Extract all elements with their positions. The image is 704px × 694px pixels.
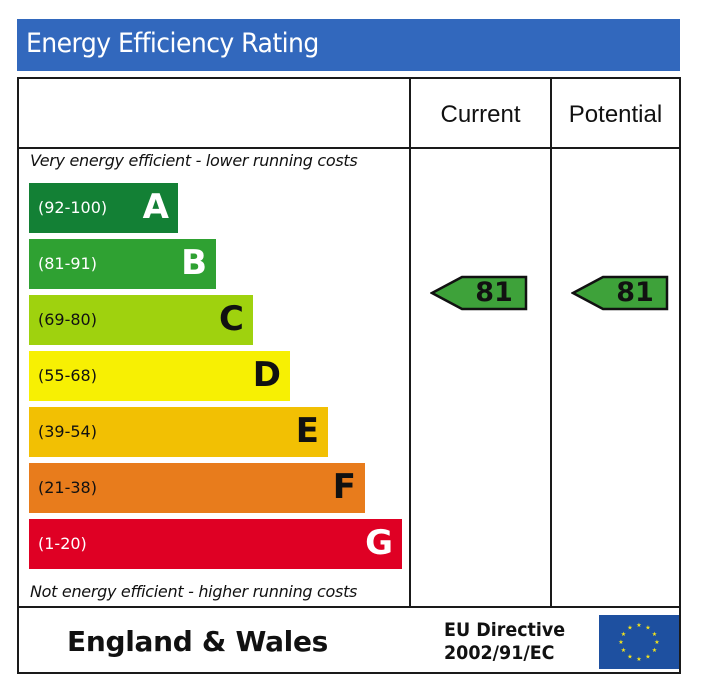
footer-divider (19, 606, 679, 608)
svg-text:★: ★ (621, 631, 626, 638)
band-range: (55-68) (38, 366, 97, 385)
band-c: (69-80) C (29, 295, 253, 345)
band-range: (92-100) (38, 198, 108, 217)
page-title: Energy Efficiency Rating (26, 28, 319, 59)
svg-text:★: ★ (652, 647, 657, 654)
current-rating-value: 81 (475, 277, 513, 308)
column-header-current: Current (440, 101, 521, 128)
band-letter: F (332, 467, 356, 507)
band-range: (1-20) (38, 534, 87, 553)
footer-region: England & Wales (67, 625, 329, 658)
band-letter: G (365, 523, 393, 563)
svg-text:★: ★ (645, 625, 650, 632)
svg-text:★: ★ (627, 625, 632, 632)
title-bar: Energy Efficiency Rating (17, 19, 680, 71)
band-range: (81-91) (38, 254, 97, 273)
band-range: (39-54) (38, 422, 97, 441)
top-caption: Very energy efficient - lower running co… (30, 151, 358, 170)
footer-directive: EU Directive 2002/91/EC (444, 619, 565, 665)
potential-rating-value: 81 (616, 277, 654, 308)
svg-text:★: ★ (621, 647, 626, 654)
svg-text:★: ★ (636, 622, 641, 629)
svg-text:★: ★ (652, 631, 657, 638)
column-divider-current (409, 79, 411, 608)
column-divider-potential (550, 79, 552, 608)
svg-text:★: ★ (627, 654, 632, 661)
column-header-potential: Potential (568, 101, 663, 128)
band-b: (81-91) B (29, 239, 216, 289)
bottom-caption: Not energy efficient - higher running co… (30, 582, 358, 601)
band-e: (39-54) E (29, 407, 328, 457)
band-a: (92-100) A (29, 183, 178, 233)
arrow-shape-icon (430, 275, 528, 311)
svg-text:★: ★ (645, 654, 650, 661)
current-rating-arrow: 81 (430, 275, 528, 311)
band-d: (55-68) D (29, 351, 290, 401)
band-letter: B (181, 243, 207, 283)
band-letter: D (252, 355, 281, 395)
eu-flag-icon: ★ ★ ★ ★ ★ ★ ★ ★ ★ ★ ★ ★ (599, 615, 679, 669)
arrow-shape-icon (571, 275, 669, 311)
svg-text:★: ★ (618, 639, 623, 646)
directive-line-2: 2002/91/EC (444, 642, 555, 664)
band-range: (21-38) (38, 478, 97, 497)
header-row-divider (19, 147, 679, 149)
band-f: (21-38) F (29, 463, 365, 513)
rating-table: Current Potential Very energy efficient … (17, 77, 681, 674)
band-letter: E (295, 411, 319, 451)
svg-text:★: ★ (636, 656, 641, 663)
band-g: (1-20) G (29, 519, 402, 569)
directive-line-1: EU Directive (444, 619, 566, 641)
band-letter: A (142, 187, 169, 227)
band-letter: C (219, 299, 244, 339)
svg-text:★: ★ (654, 639, 659, 646)
band-range: (69-80) (38, 310, 97, 329)
potential-rating-arrow: 81 (571, 275, 669, 311)
